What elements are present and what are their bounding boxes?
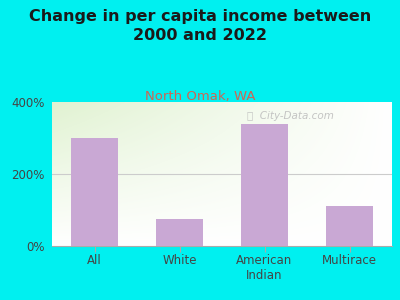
Bar xyxy=(241,124,288,246)
Text: Change in per capita income between
2000 and 2022: Change in per capita income between 2000… xyxy=(29,9,371,43)
Text: North Omak, WA: North Omak, WA xyxy=(145,90,255,103)
Bar xyxy=(71,138,118,246)
Text: ⓘ  City-Data.com: ⓘ City-Data.com xyxy=(246,111,334,121)
Bar xyxy=(156,219,203,246)
Bar xyxy=(326,206,373,246)
